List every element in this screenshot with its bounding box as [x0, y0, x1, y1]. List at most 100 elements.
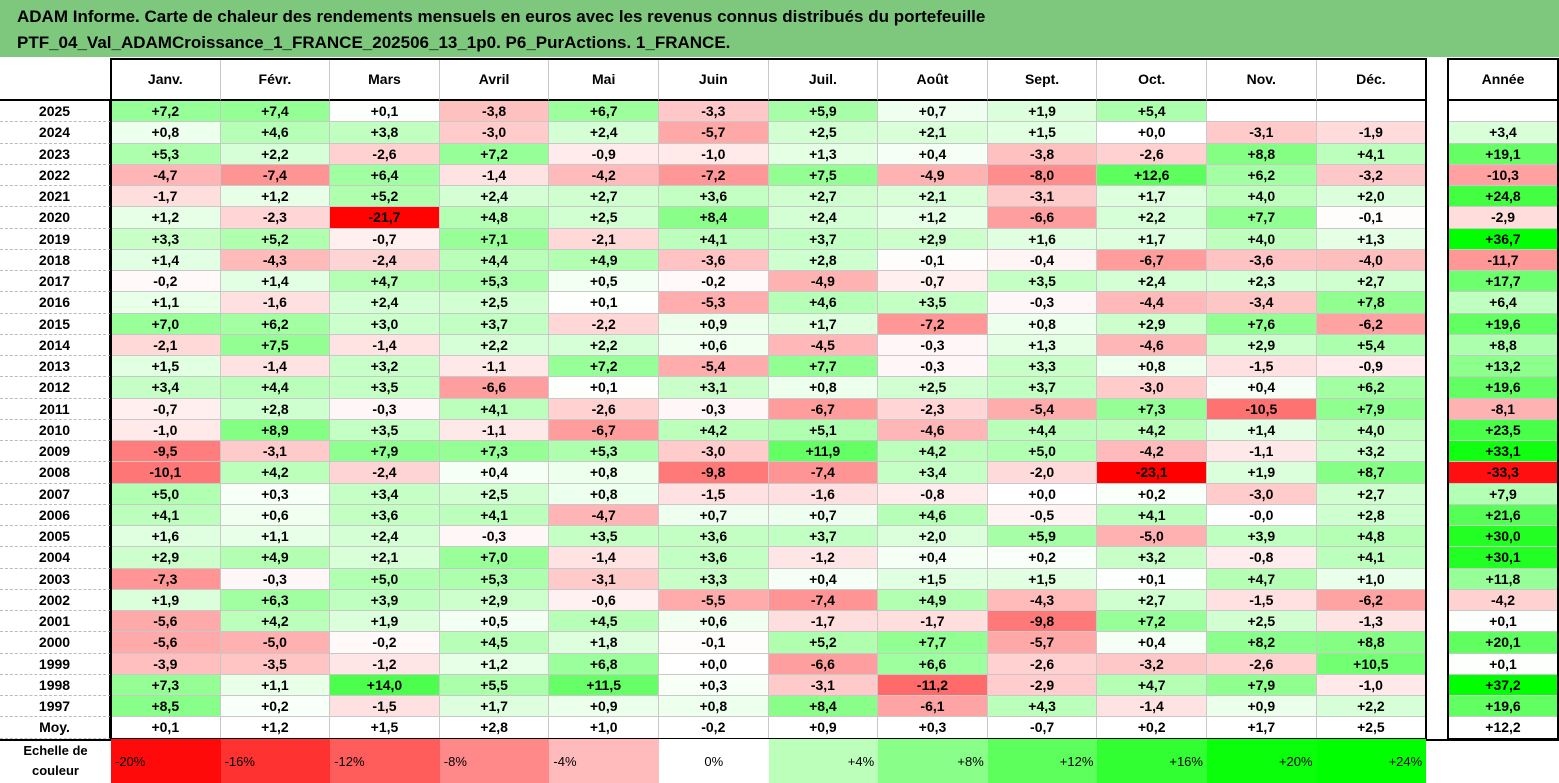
- heatmap-cell: +3,3: [659, 568, 769, 590]
- heatmap-cell: +2,0: [878, 526, 988, 548]
- heatmap-cell: -5,4: [987, 398, 1098, 420]
- heatmap-cell: -4,5: [768, 334, 879, 356]
- heatmap-cell: -0,2: [111, 271, 221, 293]
- heatmap-cell: -4,3: [987, 589, 1098, 611]
- heatmap-cell: +2,4: [1097, 271, 1207, 293]
- heatmap-cell: +0,1: [330, 101, 440, 123]
- heatmap-cell: +0,8: [768, 377, 879, 399]
- heatmap-cell: -11,2: [878, 674, 988, 696]
- heatmap-cell: +5,1: [768, 419, 879, 441]
- column-header: Févr.: [220, 58, 331, 101]
- heatmap-cell: -6,2: [1316, 313, 1427, 335]
- heatmap-cell: +12,6: [1097, 164, 1207, 186]
- heatmap-cell: -5,7: [659, 122, 769, 144]
- heatmap-cell: +3,5: [330, 419, 440, 441]
- heatmap-cell: +1,3: [768, 143, 879, 165]
- heatmap-cell: -7,2: [878, 313, 988, 335]
- heatmap-cell: +5,3: [549, 441, 659, 463]
- heatmap-cell: +0,6: [220, 504, 331, 526]
- heatmap-cell: -7,4: [220, 164, 331, 186]
- average-row-label: Moy.: [0, 717, 111, 739]
- heatmap-cell: -4,9: [768, 271, 879, 293]
- heatmap-cell: +7,0: [439, 547, 550, 569]
- heatmap-cell: -0,9: [549, 143, 659, 165]
- heatmap-cell: +5,4: [1316, 334, 1427, 356]
- heatmap-cell: -3,1: [549, 568, 659, 590]
- heatmap-cell: +2,5: [1316, 717, 1427, 739]
- heatmap-cell: +2,7: [549, 186, 659, 208]
- year-label: 2011: [0, 398, 111, 420]
- heatmap-cell: +0,0: [659, 653, 769, 675]
- heatmap-cell: -0,7: [878, 271, 988, 293]
- heatmap-cell: -2,3: [878, 398, 988, 420]
- heatmap-cell: +6,6: [878, 653, 988, 675]
- heatmap-cell: [1316, 101, 1427, 123]
- year-label: 2020: [0, 207, 111, 229]
- heatmap-cell: +3,6: [659, 186, 769, 208]
- heatmap-cell: -3,4: [1207, 292, 1317, 314]
- annual-cell: +19,6: [1448, 313, 1559, 335]
- heatmap-cell: -4,3: [220, 249, 331, 271]
- year-label: 2025: [0, 101, 111, 123]
- heatmap-cell: +2,7: [1097, 589, 1207, 611]
- annual-cell: +17,7: [1448, 271, 1559, 293]
- heatmap-cell: +6,4: [330, 164, 440, 186]
- heatmap-cell: -1,0: [659, 143, 769, 165]
- heatmap-cell: -0,8: [1207, 547, 1317, 569]
- heatmap-cell: -0,2: [330, 632, 440, 654]
- heatmap-cell: -1,4: [549, 547, 659, 569]
- heatmap-cell: -4,7: [111, 164, 221, 186]
- title-line-1: ADAM Informe. Carte de chaleur des rende…: [17, 7, 986, 26]
- heatmap-cell: -3,1: [220, 441, 331, 463]
- annual-cell: +13,2: [1448, 356, 1559, 378]
- heatmap-cell: +0,7: [659, 504, 769, 526]
- heatmap-cell: -3,9: [111, 653, 221, 675]
- year-label: 2019: [0, 228, 111, 250]
- heatmap-cell: -5,3: [659, 292, 769, 314]
- heatmap-cell: +4,2: [1097, 419, 1207, 441]
- annual-column-header: Année: [1448, 58, 1559, 101]
- heatmap-cell: -1,4: [220, 356, 331, 378]
- heatmap-cell: -0,3: [987, 292, 1098, 314]
- heatmap-cell: +7,9: [1316, 398, 1427, 420]
- heatmap-cell: -0,7: [330, 228, 440, 250]
- legend-swatch: +16%: [1097, 739, 1207, 783]
- heatmap-cell: +0,8: [1097, 356, 1207, 378]
- heatmap-cell: +1,7: [1207, 717, 1317, 739]
- heatmap-cell: +3,8: [330, 122, 440, 144]
- heatmap-cell: +2,8: [1316, 504, 1427, 526]
- heatmap-cell: -6,7: [549, 419, 659, 441]
- heatmap-cell: +5,5: [439, 674, 550, 696]
- heatmap-cell: +4,5: [549, 611, 659, 633]
- heatmap-cell: +1,2: [111, 207, 221, 229]
- report-title: ADAM Informe. Carte de chaleur des rende…: [0, 0, 1559, 57]
- heatmap-cell: +2,9: [111, 547, 221, 569]
- year-label: 2004: [0, 547, 111, 569]
- heatmap-cell: -7,4: [768, 589, 879, 611]
- annual-cell: +19,6: [1448, 696, 1559, 718]
- heatmap-cell: +2,2: [1097, 207, 1207, 229]
- heatmap-cell: -1,7: [111, 186, 221, 208]
- heatmap-cell: +1,7: [1097, 186, 1207, 208]
- heatmap-cell: +1,7: [439, 696, 550, 718]
- heatmap-cell: +1,2: [220, 186, 331, 208]
- heatmap-cell: +4,9: [549, 249, 659, 271]
- heatmap-cell: +3,7: [439, 313, 550, 335]
- heatmap-cell: -0,3: [439, 526, 550, 548]
- heatmap-cell: +0,6: [659, 334, 769, 356]
- heatmap-cell: +7,3: [1097, 398, 1207, 420]
- heatmap-cell: +1,2: [878, 207, 988, 229]
- annual-cell: -2,9: [1448, 207, 1559, 229]
- heatmap-cell: +5,2: [768, 632, 879, 654]
- heatmap-cell: +4,0: [1207, 186, 1317, 208]
- heatmap-cell: -4,0: [1316, 249, 1427, 271]
- heatmap-cell: +5,9: [768, 101, 879, 123]
- heatmap-cell: +7,7: [768, 356, 879, 378]
- year-label: 2001: [0, 611, 111, 633]
- heatmap-cell: +5,0: [330, 568, 440, 590]
- heatmap-cell: +1,2: [220, 717, 331, 739]
- column-header: Août: [878, 58, 988, 101]
- heatmap-cell: +1,9: [1207, 462, 1317, 484]
- heatmap-cell: +4,6: [220, 122, 331, 144]
- annual-cell: -4,2: [1448, 589, 1559, 611]
